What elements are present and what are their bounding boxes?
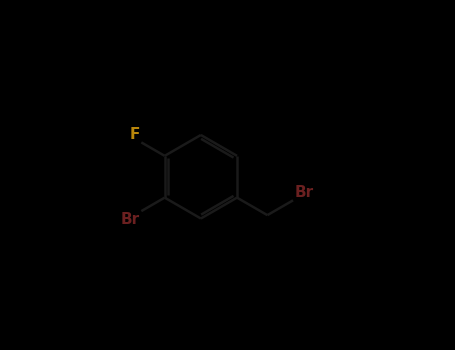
Text: Br: Br (294, 185, 313, 200)
Text: F: F (130, 127, 140, 142)
Text: Br: Br (121, 212, 140, 227)
